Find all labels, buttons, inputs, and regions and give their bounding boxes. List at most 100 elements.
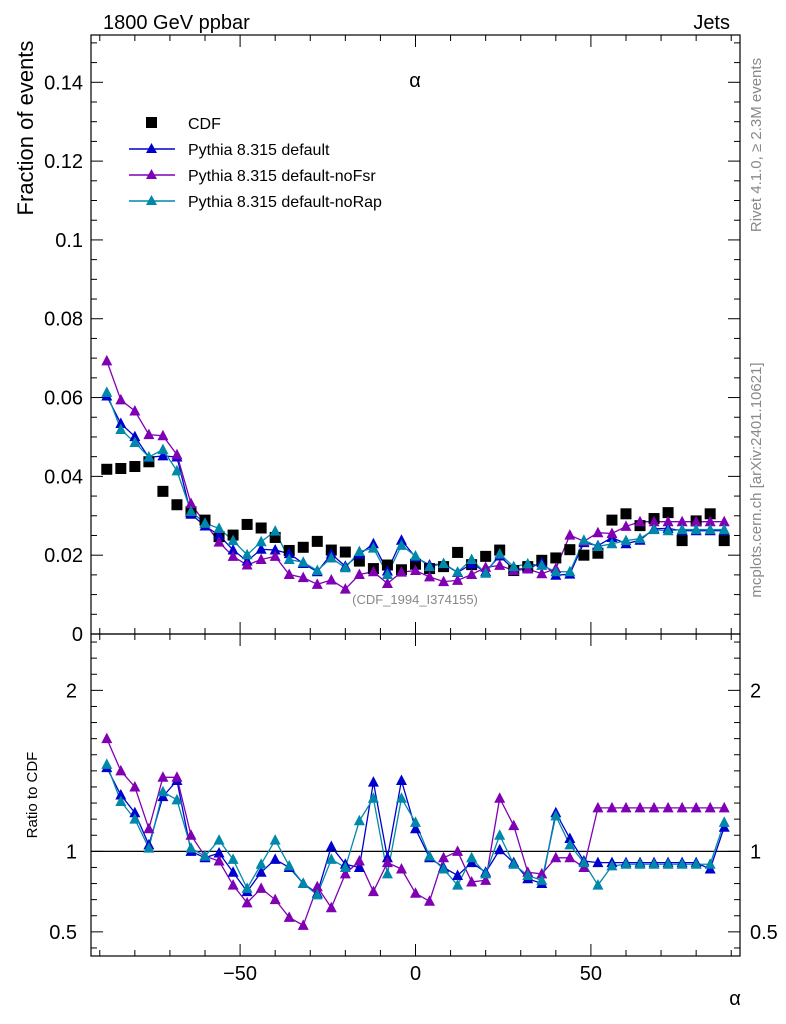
- data-point-noRap: [241, 548, 253, 560]
- data-point-CDF: [255, 522, 267, 534]
- ratio-point-noRap: [606, 859, 618, 871]
- ratio-point-noRap: [466, 851, 478, 863]
- x-tick-label: 50: [580, 963, 602, 985]
- data-point-noFsr: [452, 574, 464, 585]
- data-point-noRap: [634, 532, 646, 544]
- main-y-axis: 0 0.02 0.04 0.06 0.08 0.1 0.12 0.14: [44, 42, 740, 646]
- data-point-CDF: [269, 531, 281, 543]
- y-tick-label: 0.06: [44, 388, 83, 410]
- ratio-point-noFsr: [395, 863, 407, 874]
- ratio-point-noRap: [662, 858, 674, 869]
- ratio-point-noFsr: [269, 893, 281, 905]
- ratio-point-noRap: [410, 816, 421, 827]
- data-point-CDF: [578, 549, 590, 561]
- ratio-point-noRap: [718, 816, 730, 827]
- data-point-noRap: [353, 545, 365, 557]
- data-point-noFsr: [227, 550, 239, 561]
- data-point-noRap: [704, 523, 716, 535]
- data-point-noFsr: [311, 578, 323, 589]
- main-plot-panel: α Fraction of events (CDF_1994_I374155) …: [13, 34, 741, 646]
- ratio-point-default: [592, 856, 604, 868]
- ratio-point-noRap: [690, 858, 702, 869]
- data-point-noRap: [199, 517, 211, 528]
- data-point-noRap: [227, 534, 239, 546]
- ratio-point-noFsr: [157, 771, 169, 782]
- data-point-CDF: [550, 552, 562, 564]
- data-point-noRap: [648, 523, 660, 535]
- header-process: 1800 GeV ppbar: [103, 12, 250, 34]
- ratio-point-noRap: [550, 809, 562, 821]
- data-point-default: [129, 430, 141, 442]
- ratio-point-noFsr: [424, 895, 436, 906]
- data-point-default: [115, 417, 127, 429]
- data-point-noRap: [283, 553, 295, 565]
- data-point-CDF: [171, 499, 183, 511]
- ratio-point-noRap: [269, 834, 281, 845]
- ratio-point-default: [129, 806, 141, 818]
- analysis-watermark: (CDF_1994_I374155): [352, 592, 478, 607]
- ratio-point-noRap: [522, 869, 534, 880]
- ratio-y-tick-label: 2: [66, 680, 77, 702]
- ratio-point-noRap: [297, 877, 309, 889]
- ratio-point-noRap: [648, 858, 660, 869]
- ratio-y-tick-label: 0.5: [49, 922, 77, 944]
- data-point-noRap: [381, 568, 393, 579]
- data-point-noFsr: [101, 354, 113, 366]
- ratio-point-noRap: [353, 814, 365, 826]
- data-point-noRap: [690, 523, 702, 535]
- ratio-point-noFsr: [564, 851, 576, 863]
- ratio-point-noFsr: [536, 867, 548, 879]
- data-point-noFsr: [606, 527, 618, 539]
- data-point-CDF: [718, 535, 730, 547]
- ratio-point-noFsr: [129, 780, 141, 792]
- ratio-point-noRap: [325, 853, 337, 864]
- ratio-point-noRap: [339, 861, 351, 872]
- y-tick-label: 0.14: [44, 72, 83, 94]
- data-point-noFsr: [690, 515, 702, 527]
- data-point-noFsr: [367, 565, 379, 577]
- ratio-point-default: [353, 861, 365, 872]
- data-point-CDF: [241, 518, 253, 530]
- ratio-point-noFsr: [662, 801, 674, 813]
- data-point-noFsr: [480, 561, 492, 572]
- data-point-noFsr: [129, 404, 141, 416]
- data-point-noRap: [592, 540, 604, 552]
- data-point-noFsr: [185, 497, 197, 509]
- series-line-noRap: [106, 392, 725, 576]
- y-tick-label: 0.02: [44, 545, 83, 567]
- ratio-point-noRap: [171, 793, 183, 805]
- data-point-CDF: [297, 541, 309, 553]
- data-point-noFsr: [718, 515, 730, 527]
- data-point-noRap: [494, 548, 506, 559]
- data-point-noFsr: [115, 393, 127, 405]
- ratio-point-default: [452, 869, 464, 880]
- ratio-point-noFsr: [339, 867, 351, 879]
- data-point-CDF: [564, 544, 576, 556]
- data-point-default: [213, 529, 225, 540]
- data-point-noFsr: [143, 428, 155, 440]
- data-point-noRap: [143, 451, 155, 462]
- data-point-noRap: [424, 560, 436, 572]
- y-tick-label: 0.04: [44, 466, 83, 488]
- data-point-noRap: [395, 539, 407, 550]
- mcplots-label: mcplots.cern.ch [arXiv:2401.10621]: [748, 362, 765, 597]
- ratio-point-noRap: [255, 858, 267, 869]
- ratio-y-tick-label-right: 2: [750, 680, 761, 702]
- data-point-noFsr: [438, 575, 450, 587]
- data-point-noRap: [101, 386, 113, 397]
- legend-cdf-marker: [146, 117, 157, 128]
- data-point-noRap: [522, 557, 534, 569]
- data-point-noRap: [213, 522, 225, 533]
- data-point-CDF: [480, 550, 492, 562]
- ratio-point-noFsr: [592, 801, 604, 813]
- ratio-point-default: [367, 776, 379, 787]
- data-point-noFsr: [283, 568, 295, 579]
- data-point-noFsr: [676, 515, 688, 527]
- ratio-point-default: [325, 840, 337, 852]
- ratio-point-noRap: [101, 758, 113, 769]
- data-point-noFsr: [353, 568, 365, 579]
- ratio-point-noFsr: [311, 880, 323, 892]
- ratio-point-noFsr: [241, 896, 253, 908]
- data-point-noFsr: [592, 526, 604, 538]
- ratio-point-noRap: [129, 813, 141, 824]
